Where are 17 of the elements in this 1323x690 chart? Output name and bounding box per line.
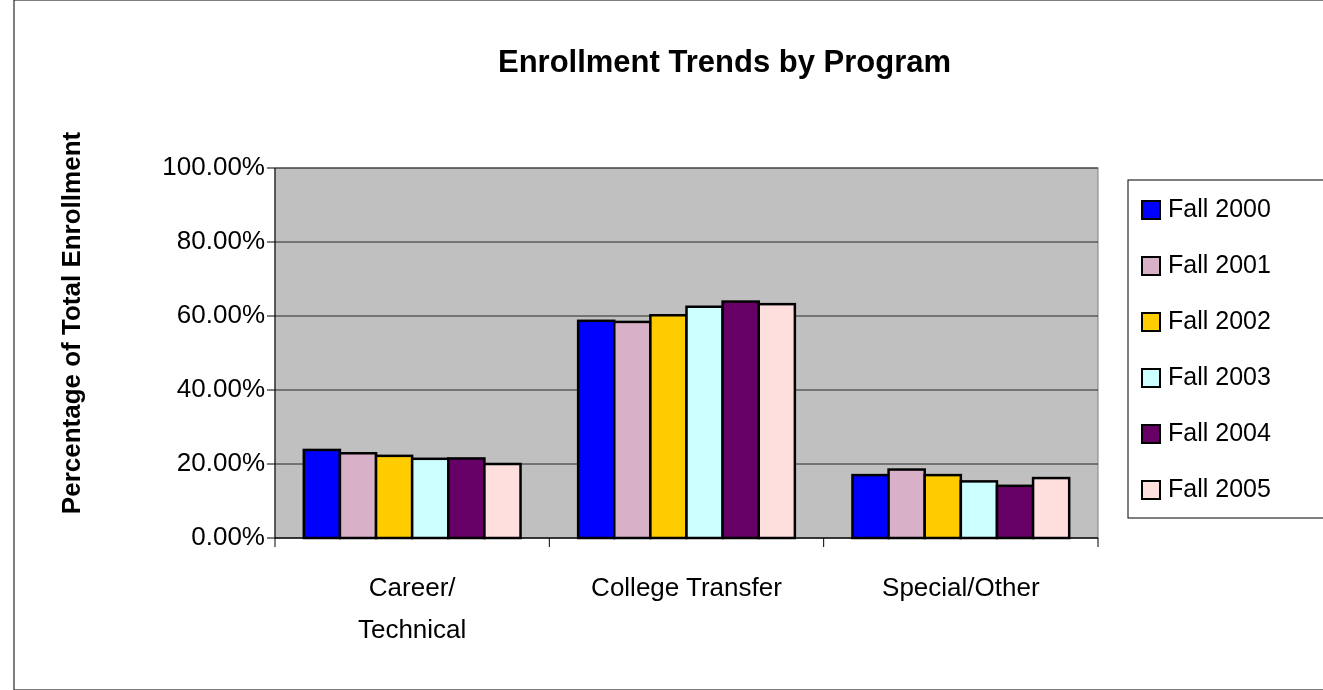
- y-tick-label: 40.00%: [176, 372, 265, 403]
- legend-label: Fall 2004: [1168, 417, 1271, 446]
- y-tick-label: 80.00%: [176, 224, 265, 255]
- x-tick-label: Special/Other: [882, 572, 1040, 602]
- legend-label: Fall 2000: [1168, 193, 1271, 222]
- y-tick-label: 20.00%: [176, 446, 265, 477]
- chart-title: Enrollment Trends by Program: [497, 44, 952, 79]
- x-tick-label: College Transfer: [591, 572, 783, 602]
- y-tick-label: 60.00%: [176, 298, 265, 329]
- y-axis-title: Percentage of Total Enrollment: [56, 131, 86, 515]
- legend-label: Fall 2001: [1168, 249, 1271, 278]
- legend-label: Fall 2003: [1168, 361, 1271, 390]
- legend-label: Fall 2005: [1168, 473, 1271, 502]
- y-tick-label: 0.00%: [191, 520, 265, 551]
- legend-label: Fall 2002: [1168, 305, 1271, 334]
- y-tick-label: 100.00%: [162, 150, 265, 181]
- x-tick-label: Career/ Technical: [357, 572, 467, 644]
